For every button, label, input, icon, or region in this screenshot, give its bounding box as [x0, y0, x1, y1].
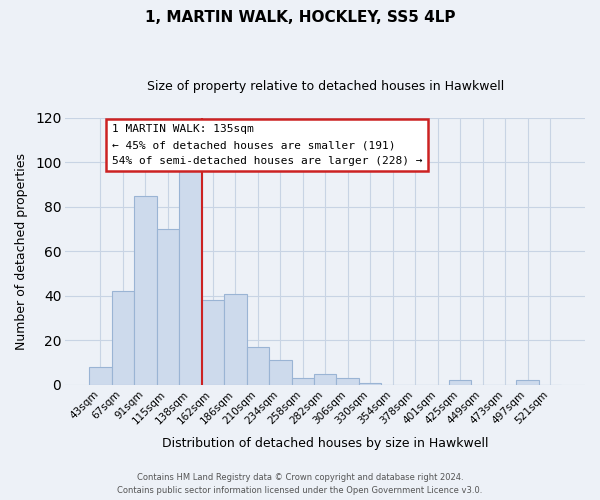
Bar — [224, 294, 247, 385]
Bar — [359, 382, 382, 385]
Bar — [112, 292, 134, 385]
Bar — [337, 378, 359, 385]
Bar — [247, 347, 269, 385]
Bar — [134, 196, 157, 385]
Y-axis label: Number of detached properties: Number of detached properties — [15, 153, 28, 350]
Bar — [292, 378, 314, 385]
Bar — [202, 300, 224, 385]
Text: 1, MARTIN WALK, HOCKLEY, SS5 4LP: 1, MARTIN WALK, HOCKLEY, SS5 4LP — [145, 10, 455, 25]
Bar — [157, 229, 179, 385]
Bar — [449, 380, 472, 385]
Text: 1 MARTIN WALK: 135sqm
← 45% of detached houses are smaller (191)
54% of semi-det: 1 MARTIN WALK: 135sqm ← 45% of detached … — [112, 124, 422, 166]
Bar — [314, 374, 337, 385]
Text: Contains HM Land Registry data © Crown copyright and database right 2024.
Contai: Contains HM Land Registry data © Crown c… — [118, 474, 482, 495]
Bar — [517, 380, 539, 385]
Bar — [179, 162, 202, 385]
Title: Size of property relative to detached houses in Hawkwell: Size of property relative to detached ho… — [146, 80, 504, 93]
Bar — [89, 367, 112, 385]
Bar — [269, 360, 292, 385]
X-axis label: Distribution of detached houses by size in Hawkwell: Distribution of detached houses by size … — [162, 437, 488, 450]
